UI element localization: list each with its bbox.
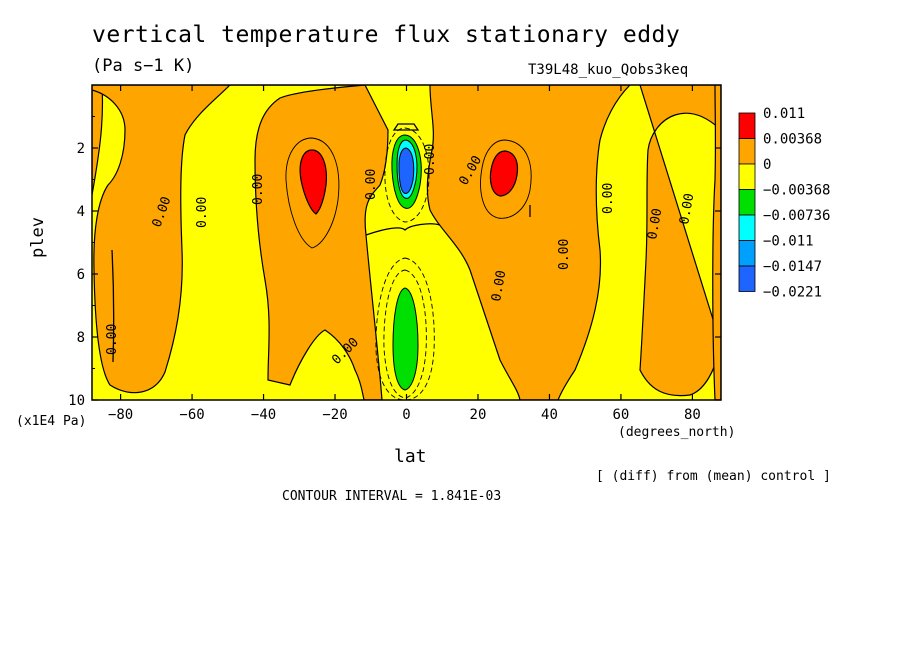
y-tick-label: 6 xyxy=(77,267,85,283)
orange-east-band xyxy=(639,85,721,397)
x-tick-label: 40 xyxy=(541,407,558,423)
orange-central-north xyxy=(426,85,631,400)
x-tick-label: 20 xyxy=(470,407,487,423)
x-tick-label: 0 xyxy=(402,407,410,423)
warm-cell-south xyxy=(299,149,327,215)
legend-swatch xyxy=(738,112,756,139)
y-tick-label: 2 xyxy=(77,141,85,157)
x-tick-label: −80 xyxy=(108,407,133,423)
contour-label: 0.00 xyxy=(251,174,266,205)
legend-label: 0.011 xyxy=(763,106,805,122)
cold-upper-blue xyxy=(398,147,415,194)
legend-swatch xyxy=(738,138,756,165)
orange-west-band xyxy=(92,85,231,394)
contour-label: 0.00 xyxy=(557,239,572,270)
contour-label: 0.00 xyxy=(601,183,616,214)
warm-cell-north xyxy=(489,150,519,197)
x-axis-units: (degrees_north) xyxy=(618,425,736,440)
contour-label: 0.00 xyxy=(364,169,379,200)
x-axis-label: lat xyxy=(394,446,427,467)
y-tick-label: 4 xyxy=(77,204,85,220)
diff-note: [ (diff) from (mean) control ] xyxy=(596,469,831,484)
chart-units: (Pa s−1 K) xyxy=(92,56,195,76)
contour-label: 0.00 xyxy=(677,192,697,225)
x-tick-label: 80 xyxy=(684,407,701,423)
orange-central-south xyxy=(230,85,389,400)
legend-label: 0 xyxy=(763,157,771,173)
legend-swatch xyxy=(738,265,756,292)
legend-label: −0.00736 xyxy=(763,208,830,224)
contour-label: 0.00 xyxy=(423,144,438,175)
legend-label: −0.0221 xyxy=(763,285,822,301)
y-tick-label: 8 xyxy=(77,330,85,346)
legend-label: −0.0147 xyxy=(763,259,822,275)
contour-label: 0.00 xyxy=(195,197,210,228)
chart-title: vertical temperature flux stationary edd… xyxy=(92,22,681,48)
legend-label: 0.00368 xyxy=(763,132,822,148)
y-axis-units: (x1E4 Pa) xyxy=(16,414,87,429)
contour-label: 0.00 xyxy=(489,269,509,302)
legend-swatch xyxy=(738,163,756,190)
legend-label: −0.00368 xyxy=(763,183,830,199)
y-tick-label: 10 xyxy=(68,393,85,409)
field-red xyxy=(299,149,519,215)
legend-label: −0.011 xyxy=(763,234,814,250)
model-name: T39L48_kuo_Qobs3keq xyxy=(528,62,689,78)
orange-east-edge xyxy=(712,85,721,400)
contour-label: 0.00 xyxy=(645,207,665,240)
x-tick-label: −40 xyxy=(251,407,276,423)
legend-swatch xyxy=(738,189,756,216)
x-tick-label: −60 xyxy=(179,407,204,423)
legend-swatch xyxy=(738,214,756,241)
field-orange xyxy=(92,85,721,400)
cold-lower-green xyxy=(392,287,419,391)
x-tick-label: 60 xyxy=(613,407,630,423)
contour-interval: CONTOUR INTERVAL = 1.841E-03 xyxy=(282,489,502,504)
x-tick-label: −20 xyxy=(322,407,347,423)
contour-label: 0.00 xyxy=(105,324,120,355)
field-cold-core xyxy=(391,134,422,391)
legend-swatch xyxy=(738,240,756,267)
